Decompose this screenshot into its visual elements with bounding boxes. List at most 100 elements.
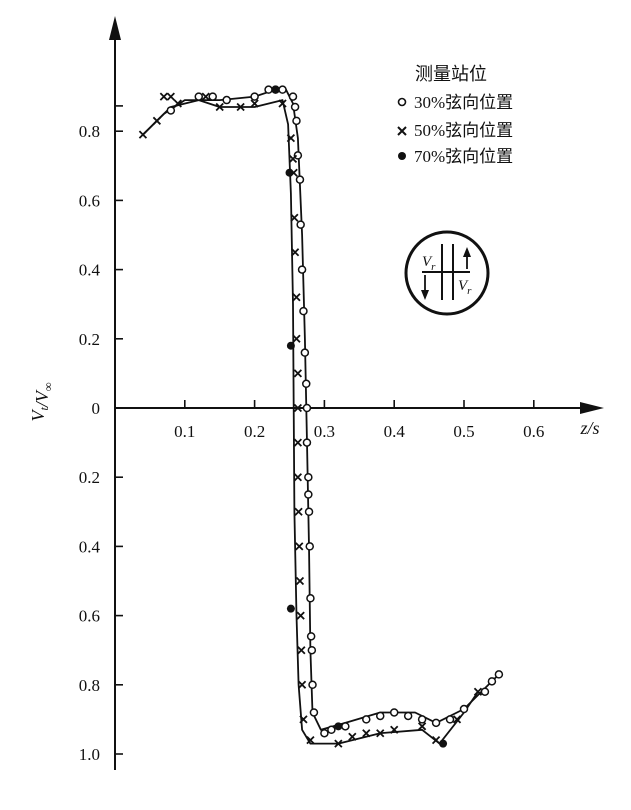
data-point-30 [480, 687, 490, 696]
legend-title: 测量站位 [415, 64, 487, 84]
data-point-70 [271, 85, 280, 94]
axis-ticks: 0.1 0.2 0.3 0.4 0.5 0.6 0.8 0.6 0.4 0.2 0 0.2 0.4 0.6… [79, 105, 544, 764]
velocity-direction-diagram: Vr Vr [404, 230, 490, 316]
data-point-30 [320, 728, 329, 738]
legend-marker-open-circle [397, 97, 407, 107]
data-point-30 [288, 92, 298, 101]
data-point-70 [334, 722, 343, 731]
data-point-30 [307, 645, 317, 655]
data-point-50 [299, 715, 308, 724]
data-point-30 [250, 92, 259, 101]
arrow-down-icon [421, 290, 429, 300]
data-point-30 [494, 670, 504, 679]
inset-label-left: Vr [422, 254, 436, 273]
legend-label-30: 30%弦向位置 [414, 93, 513, 112]
data-point-30 [487, 677, 497, 686]
data-point-50 [297, 646, 306, 655]
data-point-50 [290, 213, 299, 222]
data-point-50 [334, 739, 343, 748]
y-axis-label: Vt/V∞ [28, 382, 55, 421]
data-point-50 [306, 736, 315, 745]
data-point-30 [308, 680, 317, 690]
data-point-50 [295, 576, 305, 586]
y-tick-label: 0.2 [79, 468, 100, 487]
data-point-50 [292, 293, 301, 302]
data-point-50 [473, 687, 483, 696]
data-point-30 [302, 438, 312, 447]
x-axis-label: z/s [579, 418, 599, 438]
x-tick-label: 0.3 [314, 422, 335, 441]
data-point-30 [445, 715, 455, 724]
data-point-50 [293, 403, 303, 413]
ylabel-numerator-subscript: t [37, 406, 51, 410]
data-point-50 [138, 130, 148, 139]
data-point-30 [293, 151, 303, 160]
x-tick-label: 0.1 [174, 422, 195, 441]
data-point-70 [286, 341, 295, 350]
legend-marker-filled-circle [398, 152, 406, 160]
data-point-30 [341, 722, 350, 731]
legend-label-70: 70%弦向位置 [414, 147, 513, 166]
data-point-30 [295, 175, 305, 184]
data-point-30 [299, 306, 308, 316]
x-tick-label: 0.2 [244, 422, 265, 441]
legend-marker-cross [397, 126, 407, 136]
data-point-50 [362, 729, 371, 738]
data-point-50 [293, 438, 303, 447]
inset-label-left-subscript: r [431, 261, 436, 273]
legend: 测量站位 30%弦向位置 50%弦向位置 70%弦向位置 [397, 64, 513, 166]
legend-item-70: 70%弦向位置 [398, 147, 513, 166]
data-point-50 [286, 133, 296, 143]
data-point-50 [294, 507, 303, 516]
ylabel-denominator-base: V [32, 389, 52, 402]
data-point-50 [173, 99, 182, 108]
data-point-50 [152, 116, 162, 125]
data-point-30 [296, 220, 305, 229]
data-point-50 [417, 722, 427, 731]
data-point-30 [297, 265, 307, 274]
x-tick-label: 0.5 [453, 422, 474, 441]
fit-curve-1 [142, 88, 500, 731]
data-point-50 [290, 248, 300, 257]
data-point-30 [306, 632, 316, 641]
data-point-30 [208, 92, 217, 101]
data-points [138, 85, 504, 748]
data-point-50 [297, 680, 307, 689]
y-tick-label: 0.2 [79, 330, 100, 349]
data-point-50 [278, 99, 287, 108]
inset-label-right-subscript: r [467, 285, 472, 297]
data-point-50 [296, 611, 305, 620]
legend-item-30: 30%弦向位置 [397, 93, 513, 112]
data-point-50 [159, 92, 168, 101]
y-tick-label: 0 [92, 399, 101, 418]
fit-curve-2 [142, 99, 479, 745]
data-point-30 [389, 708, 399, 717]
data-point-30 [417, 715, 427, 724]
data-point-30 [459, 704, 469, 714]
data-point-70 [439, 739, 448, 748]
y-tick-label: 0.6 [79, 191, 100, 210]
x-axis-arrow-icon [580, 402, 604, 414]
data-point-50 [431, 736, 441, 745]
data-point-50 [348, 732, 357, 741]
data-point-30 [166, 106, 176, 115]
data-point-50 [288, 154, 298, 164]
data-point-30 [362, 715, 371, 724]
data-point-30 [292, 116, 301, 126]
ylabel-numerator-base: V [28, 408, 48, 421]
data-point-30 [327, 725, 336, 735]
ylabel-denominator-subscript: ∞ [41, 382, 55, 391]
data-point-30 [290, 102, 300, 112]
y-tick-label: 0.6 [79, 607, 100, 626]
data-point-30 [306, 594, 315, 603]
data-point-30 [403, 711, 413, 721]
data-point-30 [431, 718, 441, 728]
x-tick-label: 0.4 [384, 422, 406, 441]
data-point-50 [376, 729, 385, 738]
data-point-30 [375, 711, 385, 721]
data-point-30 [302, 379, 311, 389]
ylabel-slash: / [32, 400, 52, 408]
legend-item-50: 50%弦向位置 [397, 121, 513, 140]
data-point-50 [166, 92, 175, 101]
